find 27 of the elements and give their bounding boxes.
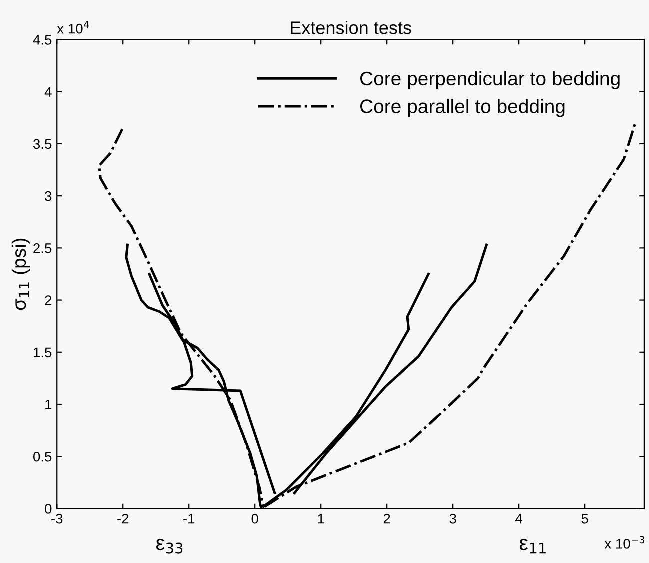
text: x 10$^{−3}$ <box>604 536 645 549</box>
y-tick-label: 3.5 <box>33 139 52 150</box>
y-tick-label: 4.5 <box>33 35 52 45</box>
y-tick-label: 1 <box>46 400 52 410</box>
x-tick-label: 1 <box>318 514 324 524</box>
y-tick-label: 1.5 <box>34 348 52 358</box>
text: x 10$^{4}$ <box>57 21 90 34</box>
x-tick-label: -1 <box>184 514 195 524</box>
y-tick-label: 0.5 <box>33 452 52 462</box>
x-tick-label: 2 <box>384 514 390 524</box>
y-axis-title: σ$_{11}$ (psi) <box>12 238 30 310</box>
y-tick-label: 2 <box>45 296 52 306</box>
x-tick-label: 3 <box>450 514 456 524</box>
x-tick-label: 0 <box>252 514 258 524</box>
chart-title: Extension tests <box>291 21 412 34</box>
x-tick-label: 5 <box>582 514 588 524</box>
y-tick-label: 4 <box>44 87 52 97</box>
text: ε$_{33}$ <box>156 538 183 554</box>
y-tick-label: 0 <box>45 504 52 514</box>
text: ε$_{11}$ <box>520 538 546 554</box>
y-tick-label: 3 <box>45 191 52 202</box>
y-tick-label: 2.5 <box>34 244 52 254</box>
legend-label: Core parallel to bedding <box>360 99 565 118</box>
legend-label: Core perpendicular to bedding <box>360 71 620 90</box>
x-tick-label: 4 <box>516 514 523 524</box>
x-tick-label: -2 <box>118 514 129 524</box>
x-tick-label: -3 <box>52 514 63 524</box>
